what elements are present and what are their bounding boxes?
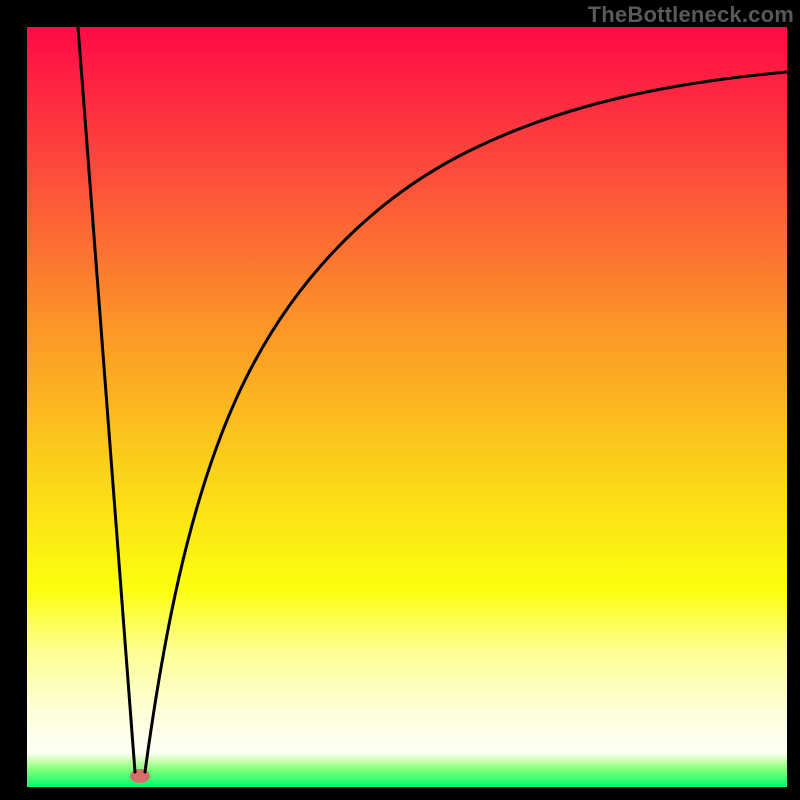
curve-layer [27, 27, 787, 787]
watermark-label: TheBottleneck.com [588, 2, 794, 28]
watermark-text: TheBottleneck.com [588, 2, 794, 27]
plot-area [27, 27, 787, 787]
minimum-marker [130, 769, 150, 783]
chart-container: TheBottleneck.com [0, 0, 800, 800]
bottleneck-curve [78, 27, 787, 772]
